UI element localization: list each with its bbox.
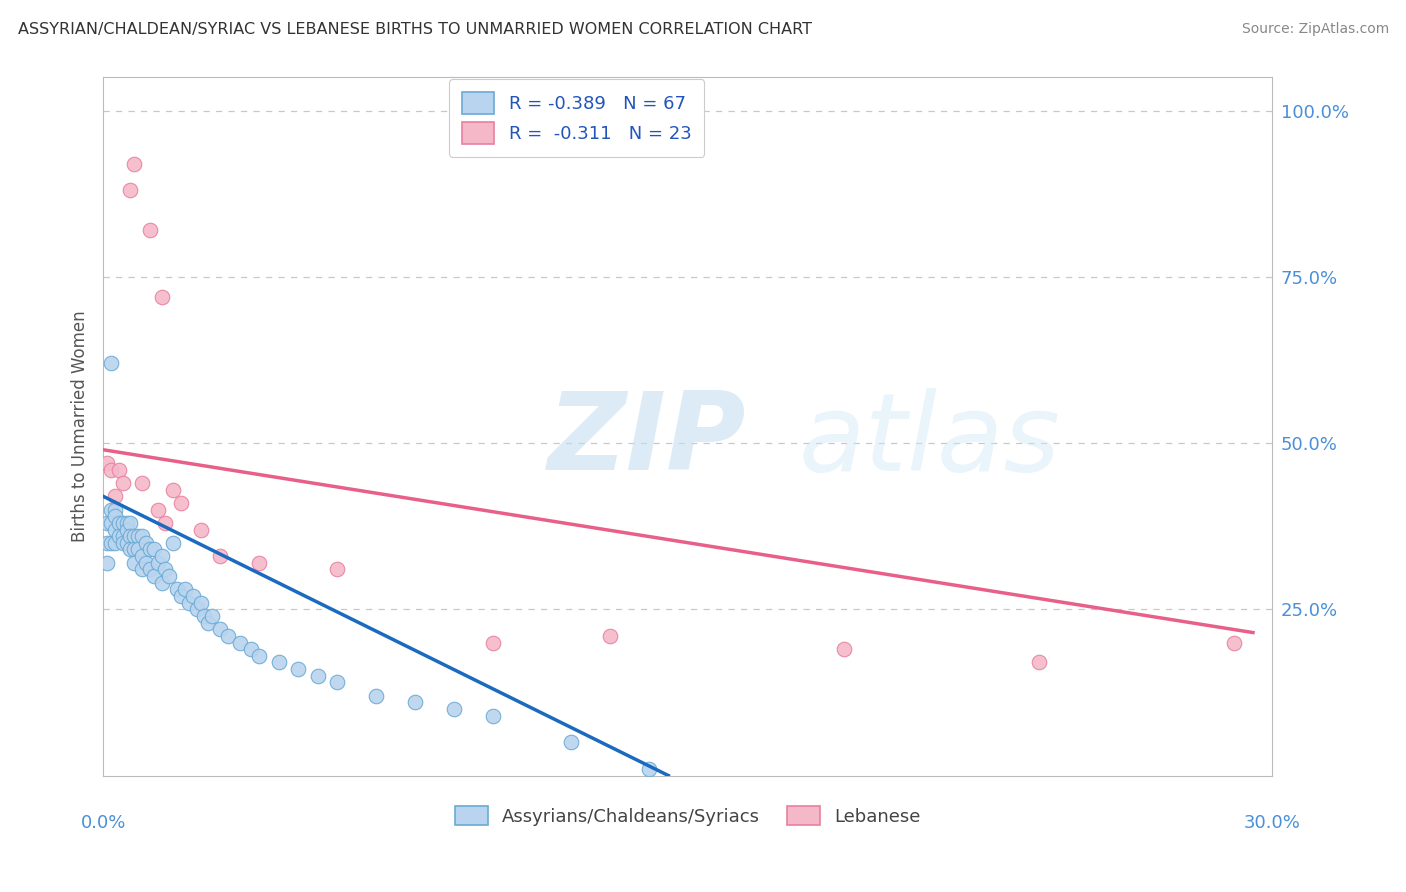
Text: atlas: atlas bbox=[799, 388, 1060, 493]
Point bbox=[100, 536, 122, 550]
Point bbox=[120, 516, 142, 530]
Point bbox=[139, 562, 162, 576]
Point bbox=[186, 602, 208, 616]
Point bbox=[170, 589, 193, 603]
Point bbox=[146, 502, 169, 516]
Point bbox=[157, 569, 180, 583]
Point bbox=[482, 635, 505, 649]
Legend: Assyrians/Chaldeans/Syriacs, Lebanese: Assyrians/Chaldeans/Syriacs, Lebanese bbox=[449, 798, 928, 833]
Point bbox=[197, 615, 219, 630]
Point bbox=[104, 502, 127, 516]
Point bbox=[1222, 635, 1244, 649]
Point bbox=[131, 562, 153, 576]
Point bbox=[124, 157, 146, 171]
Point bbox=[267, 656, 290, 670]
Point bbox=[131, 529, 153, 543]
Point bbox=[155, 516, 177, 530]
Point bbox=[209, 549, 232, 563]
Point bbox=[177, 596, 200, 610]
Point bbox=[209, 622, 232, 636]
Point bbox=[364, 689, 387, 703]
Point bbox=[443, 702, 465, 716]
Point bbox=[104, 509, 127, 524]
Point bbox=[124, 529, 146, 543]
Point bbox=[217, 629, 239, 643]
Point bbox=[247, 556, 270, 570]
Point bbox=[135, 556, 157, 570]
Point bbox=[166, 582, 188, 597]
Point bbox=[111, 529, 134, 543]
Point bbox=[146, 556, 169, 570]
Point bbox=[404, 695, 426, 709]
Y-axis label: Births to Unmarried Women: Births to Unmarried Women bbox=[72, 310, 89, 542]
Point bbox=[170, 496, 193, 510]
Point bbox=[139, 223, 162, 237]
Point bbox=[150, 549, 173, 563]
Text: ZIP: ZIP bbox=[547, 387, 745, 493]
Point bbox=[104, 536, 127, 550]
Point bbox=[174, 582, 197, 597]
Point bbox=[326, 562, 349, 576]
Point bbox=[111, 516, 134, 530]
Point bbox=[287, 662, 309, 676]
Point bbox=[135, 536, 157, 550]
Point bbox=[115, 516, 138, 530]
Point bbox=[107, 463, 129, 477]
Point bbox=[150, 290, 173, 304]
Point bbox=[201, 609, 224, 624]
Point bbox=[111, 536, 134, 550]
Text: ASSYRIAN/CHALDEAN/SYRIAC VS LEBANESE BIRTHS TO UNMARRIED WOMEN CORRELATION CHART: ASSYRIAN/CHALDEAN/SYRIAC VS LEBANESE BIR… bbox=[18, 22, 813, 37]
Point bbox=[131, 549, 153, 563]
Point bbox=[96, 456, 118, 470]
Point bbox=[1028, 656, 1050, 670]
Point bbox=[150, 575, 173, 590]
Point bbox=[637, 762, 659, 776]
Point bbox=[115, 536, 138, 550]
Point bbox=[307, 669, 329, 683]
Point bbox=[100, 502, 122, 516]
Point bbox=[139, 542, 162, 557]
Point bbox=[832, 642, 855, 657]
Point bbox=[181, 589, 204, 603]
Point bbox=[124, 542, 146, 557]
Point bbox=[104, 489, 127, 503]
Text: 0.0%: 0.0% bbox=[80, 814, 125, 832]
Point bbox=[96, 556, 118, 570]
Point bbox=[96, 536, 118, 550]
Text: Source: ZipAtlas.com: Source: ZipAtlas.com bbox=[1241, 22, 1389, 37]
Point bbox=[190, 523, 212, 537]
Point bbox=[107, 516, 129, 530]
Point bbox=[120, 529, 142, 543]
Point bbox=[100, 463, 122, 477]
Point bbox=[162, 536, 184, 550]
Point bbox=[482, 708, 505, 723]
Point bbox=[228, 635, 250, 649]
Point bbox=[560, 735, 582, 749]
Point bbox=[127, 529, 149, 543]
Point bbox=[127, 542, 149, 557]
Point bbox=[115, 523, 138, 537]
Point bbox=[104, 523, 127, 537]
Point bbox=[326, 675, 349, 690]
Point bbox=[107, 529, 129, 543]
Point bbox=[120, 184, 142, 198]
Point bbox=[247, 648, 270, 663]
Point bbox=[190, 596, 212, 610]
Point bbox=[120, 542, 142, 557]
Point bbox=[96, 516, 118, 530]
Point bbox=[193, 609, 215, 624]
Point bbox=[142, 569, 165, 583]
Point bbox=[162, 483, 184, 497]
Point bbox=[131, 475, 153, 490]
Point bbox=[100, 516, 122, 530]
Point bbox=[240, 642, 263, 657]
Point bbox=[100, 356, 122, 370]
Point bbox=[124, 556, 146, 570]
Point bbox=[111, 475, 134, 490]
Text: 30.0%: 30.0% bbox=[1244, 814, 1301, 832]
Point bbox=[155, 562, 177, 576]
Point bbox=[142, 542, 165, 557]
Point bbox=[599, 629, 621, 643]
